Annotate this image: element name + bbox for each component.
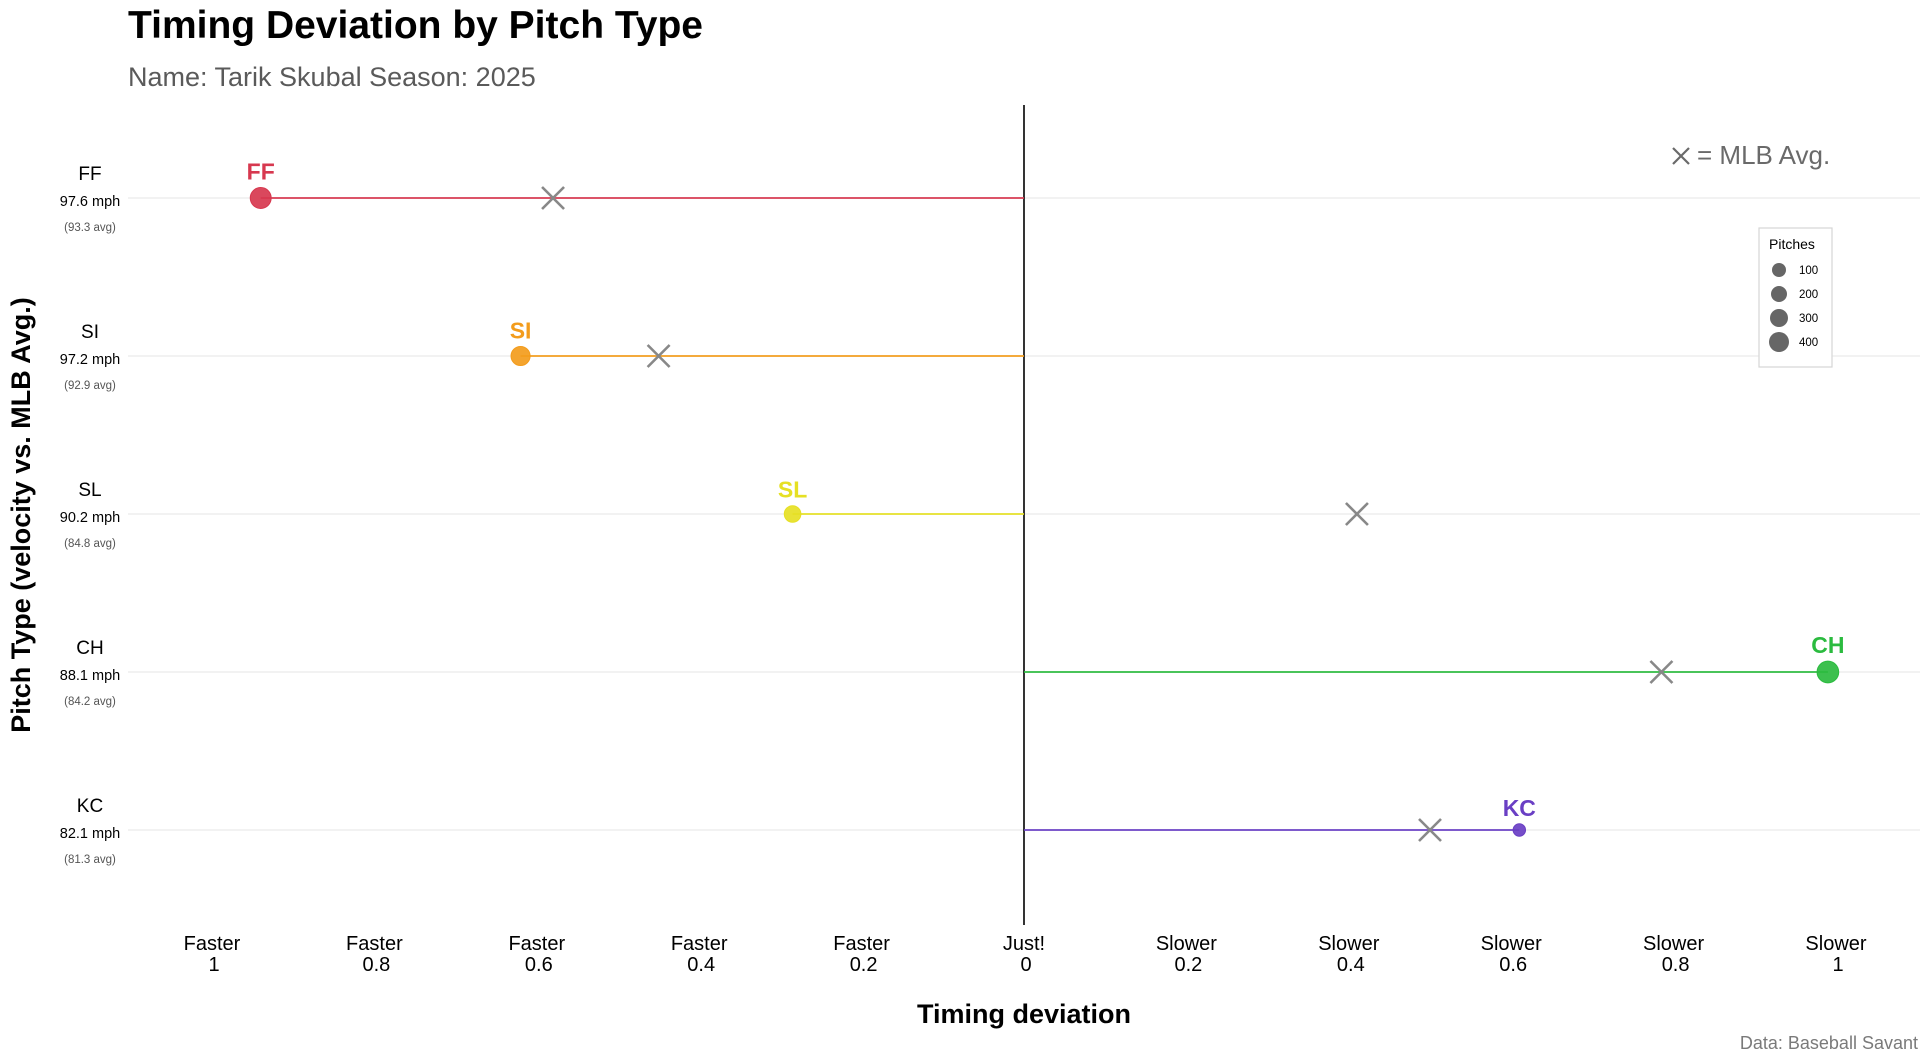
legend-size-label: 100 bbox=[1799, 265, 1818, 277]
legend-size-label: 300 bbox=[1799, 313, 1818, 325]
y-tick-avg-velocity: (92.9 avg) bbox=[64, 380, 116, 392]
x-tick-value-label: 0.6 bbox=[1499, 954, 1527, 976]
x-tick-value-label: 1 bbox=[208, 954, 219, 976]
x-tick-value-label: 0.2 bbox=[850, 954, 878, 976]
x-tick-direction-label: Slower bbox=[1156, 933, 1217, 955]
x-tick-direction-label: Faster bbox=[184, 933, 241, 955]
x-tick-direction-label: Faster bbox=[346, 933, 403, 955]
y-tick-avg-velocity: (84.8 avg) bbox=[64, 538, 116, 550]
y-tick-velocity: 97.6 mph bbox=[60, 194, 120, 210]
point-label-kc: KC bbox=[1503, 795, 1536, 821]
y-tick-velocity: 88.1 mph bbox=[60, 668, 120, 684]
x-tick-value-label: 0.4 bbox=[1337, 954, 1365, 976]
mlb-avg-marker-stroke bbox=[541, 186, 565, 210]
point-ff bbox=[249, 187, 272, 209]
x-tick-direction-label: Faster bbox=[833, 933, 890, 955]
mlb-avg-marker-ch bbox=[1649, 660, 1674, 684]
y-tick-velocity: 90.2 mph bbox=[60, 510, 120, 526]
x-tick-value-label: 0.8 bbox=[1662, 954, 1690, 976]
point-label-sl: SL bbox=[778, 477, 807, 503]
x-tick-direction-label: Slower bbox=[1318, 933, 1379, 955]
x-axis-label: Timing deviation bbox=[917, 999, 1131, 1029]
legend-size-dot bbox=[1772, 263, 1786, 277]
legend-size-dot bbox=[1771, 286, 1787, 302]
mlb-avg-marker-ff bbox=[541, 186, 565, 210]
chart-title: Timing Deviation by Pitch Type bbox=[128, 4, 703, 47]
point-sl bbox=[783, 505, 802, 523]
legend-size-label: 400 bbox=[1799, 337, 1818, 349]
legend-title: Pitches bbox=[1769, 236, 1815, 252]
y-tick-avg-velocity: (81.3 avg) bbox=[64, 854, 116, 866]
pitches-legend: Pitches 100 200 300 400 bbox=[1758, 227, 1833, 368]
y-tick-pitch-name: SL bbox=[78, 480, 101, 501]
y-tick-pitch-name: SI bbox=[81, 322, 99, 343]
x-tick-value-label: 1 bbox=[1832, 954, 1843, 976]
mlb-avg-marker-stroke bbox=[646, 344, 671, 368]
caption: Data: Baseball Savant bbox=[1740, 1033, 1918, 1053]
mlb-avg-note: = MLB Avg. bbox=[1672, 140, 1830, 170]
x-tick-direction-label: Slower bbox=[1481, 933, 1542, 955]
chart-subtitle: Name: Tarik Skubal Season: 2025 bbox=[128, 62, 536, 92]
mlb-avg-marker-stroke bbox=[1418, 818, 1442, 842]
point-label-si: SI bbox=[510, 317, 532, 343]
y-axis-label: Pitch Type (velocity vs. MLB Avg.) bbox=[6, 297, 36, 733]
mlb-avg-note-text: = MLB Avg. bbox=[1697, 140, 1830, 170]
x-tick-direction-label: Faster bbox=[671, 933, 728, 955]
mlb-avg-marker-sl bbox=[1345, 502, 1369, 526]
mlb-avg-marker-si bbox=[646, 344, 671, 368]
y-axis-categories: FF 97.6 mph (93.3 avg) SI 97.2 mph (92.9 avg)… bbox=[60, 164, 120, 866]
pitch-marks: FF SI SL CH KC bbox=[247, 159, 1844, 842]
x-axis-ticks: Faster1Faster0.8Faster0.6Faster0.4Faster… bbox=[184, 933, 1867, 976]
x-tick-value-label: 0.4 bbox=[687, 954, 715, 976]
legend-size-dot bbox=[1770, 309, 1788, 327]
y-tick-pitch-name: KC bbox=[77, 796, 103, 817]
point-label-ff: FF bbox=[247, 159, 275, 185]
y-tick-pitch-name: FF bbox=[78, 164, 101, 185]
mlb-avg-marker-stroke bbox=[1345, 502, 1369, 526]
mlb-avg-marker-kc bbox=[1418, 818, 1442, 842]
y-tick-avg-velocity: (84.2 avg) bbox=[64, 696, 116, 708]
x-tick-value-label: 0.8 bbox=[362, 954, 390, 976]
x-mark-icon bbox=[1672, 147, 1690, 165]
x-tick-direction-label: Just! bbox=[1003, 933, 1045, 955]
x-tick-direction-label: Faster bbox=[508, 933, 565, 955]
y-tick-velocity: 97.2 mph bbox=[60, 352, 120, 368]
x-tick-value-label: 0.2 bbox=[1174, 954, 1202, 976]
y-tick-pitch-name: CH bbox=[76, 638, 103, 659]
x-tick-direction-label: Slower bbox=[1643, 933, 1704, 955]
point-si bbox=[510, 345, 531, 367]
point-label-ch: CH bbox=[1811, 632, 1844, 658]
x-tick-value-label: 0 bbox=[1020, 954, 1031, 976]
x-tick-value-label: 0.6 bbox=[525, 954, 553, 976]
y-tick-avg-velocity: (93.3 avg) bbox=[64, 222, 116, 234]
mlb-avg-marker-stroke bbox=[1649, 660, 1674, 684]
x-tick-direction-label: Slower bbox=[1805, 933, 1866, 955]
y-tick-velocity: 82.1 mph bbox=[60, 826, 120, 842]
point-ch bbox=[1816, 660, 1840, 684]
legend-size-dot bbox=[1769, 332, 1789, 352]
point-kc bbox=[1512, 823, 1527, 837]
legend-size-label: 200 bbox=[1799, 289, 1818, 301]
